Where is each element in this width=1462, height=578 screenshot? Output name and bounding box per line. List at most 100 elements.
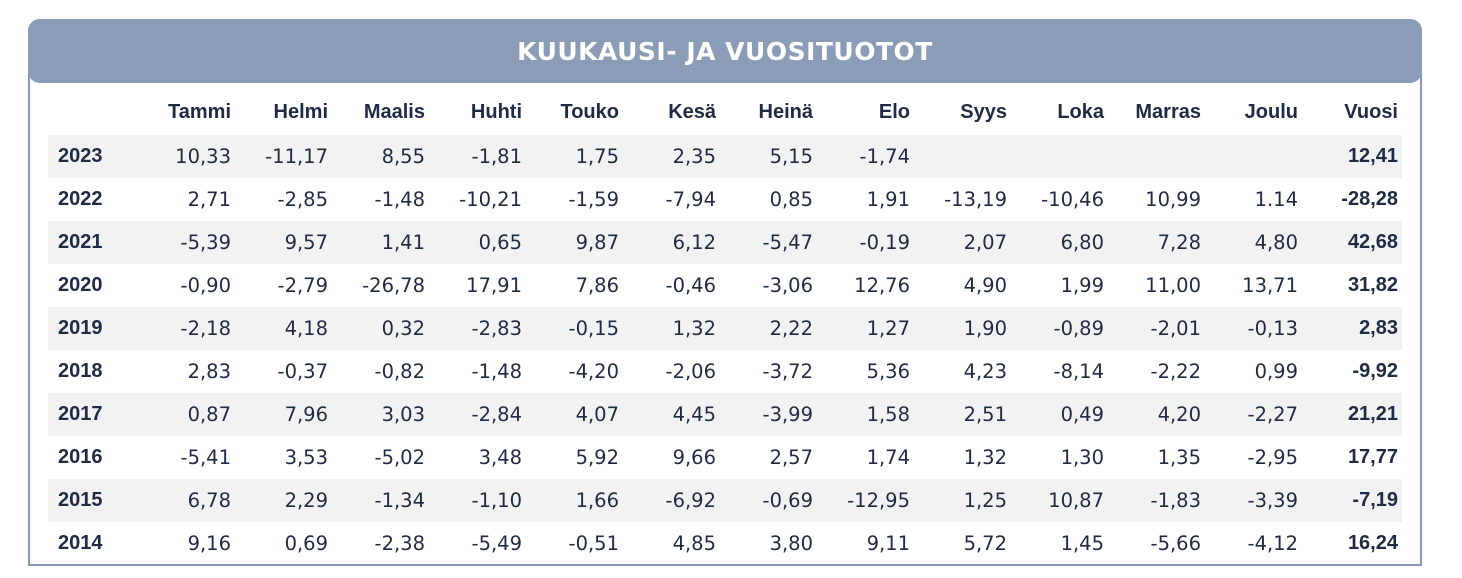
month-return-cell: 2,71 [187,188,231,211]
month-return-cell: 2,83 [187,360,231,383]
row-year: 2022 [58,188,103,210]
header-cell: Marras [1135,100,1201,123]
month-return-cell: 9,87 [528,221,625,264]
month-return-cell: 1,41 [334,221,431,264]
month-return-cell: -5,39 [140,221,237,264]
month-return-cell: -2,01 [1110,307,1207,350]
month-return-cell: -10,21 [459,188,522,211]
month-return-cell: 7,86 [575,274,619,297]
table-row: 2017 0,87 7,96 3,03 -2,84 4,07 4,45 -3,99 1,58 2,… [48,393,1402,436]
month-return-cell: -0,69 [722,479,819,522]
month-return-cell: 1,90 [916,307,1013,350]
month-return-cell: -5,41 [180,446,231,469]
month-return-cell: -8,14 [1053,360,1104,383]
month-return-cell: -2,22 [1150,360,1201,383]
header-cell: Kesä [668,100,716,123]
month-return-cell: -1,10 [431,479,528,522]
month-return-cell: 1,35 [1157,446,1201,469]
returns-panel: KUUKAUSI- JA VUOSITUOTOT Tammi Helmi Maa… [28,19,1422,566]
header-cell: Syys [960,100,1007,123]
month-return-cell: -26,78 [362,274,425,297]
table-row: 2019 -2,18 4,18 0,32 -2,83 -0,15 1,32 2,22 1,27 1… [48,307,1402,350]
month-return-cell: -3,99 [722,393,819,436]
month-return-cell: 1,27 [819,307,916,350]
month-return-cell: 10,99 [1145,188,1201,211]
table-row: 2016 -5,41 3,53 -5,02 3,48 5,92 9,66 2,57 1,74 1,… [48,436,1402,479]
month-return-cell: 1,32 [963,446,1007,469]
month-return-cell: 2,51 [916,393,1013,436]
month-return-cell: 4,20 [1110,393,1207,436]
annual-return-cell: -9,92 [1352,360,1398,382]
month-return-cell: -0,82 [374,360,425,383]
header-cell: Touko [560,100,619,123]
annual-return-cell: 42,68 [1304,221,1402,264]
month-return-cell: 5,92 [575,446,619,469]
month-return-cell: -5,47 [722,221,819,264]
month-return-cell: -0,51 [568,532,619,555]
header-year-corner [48,89,140,135]
month-return-cell: 2,07 [916,221,1013,264]
month-return-cell [1110,135,1207,178]
month-return-cell: -2,83 [431,307,528,350]
month-return-cell: -2,27 [1207,393,1304,436]
header-cell: Maalis [363,100,425,123]
month-return-cell: -2,85 [277,188,328,211]
month-return-cell: 0,32 [334,307,431,350]
month-return-cell: -1,34 [334,479,431,522]
month-return-cell: 0,87 [140,393,237,436]
month-return-cell [916,135,1013,178]
month-return-cell: 7,28 [1110,221,1207,264]
month-return-cell: -2,18 [140,307,237,350]
month-return-cell: -2,79 [277,274,328,297]
month-return-cell: -13,19 [944,188,1007,211]
month-return-cell: -5,66 [1150,532,1201,555]
month-return-cell: 4,85 [672,532,716,555]
row-year: 2021 [48,221,140,264]
row-year: 2018 [58,360,103,382]
month-return-cell: 2,22 [722,307,819,350]
month-return-cell: 5,15 [722,135,819,178]
table-row: 2014 9,16 0,69 -2,38 -5,49 -0,51 4,85 3,80 9,11 5… [48,522,1402,565]
month-return-cell: 2,35 [625,135,722,178]
month-return-cell: 3,80 [769,532,813,555]
month-return-cell: 1,99 [1060,274,1104,297]
header-cell: Helmi [273,100,328,123]
row-year: 2017 [48,393,140,436]
header-cell-annual: Vuosi [1344,100,1398,123]
table-row: 2015 6,78 2,29 -1,34 -1,10 1,66 -6,92 -0,69 -12,… [48,479,1402,522]
month-return-cell: 1,74 [866,446,910,469]
month-return-cell: -1,59 [568,188,619,211]
row-year: 2023 [48,135,140,178]
month-return-cell: -1,48 [374,188,425,211]
header-cell: Huhti [470,100,522,123]
month-return-cell: -0,90 [180,274,231,297]
month-return-cell: 17,91 [466,274,522,297]
returns-table: Tammi Helmi Maalis Huhti Touko Kesä Hein… [48,89,1402,565]
month-return-cell: 4,80 [1207,221,1304,264]
month-return-cell: -4,12 [1247,532,1298,555]
month-return-cell: 0,49 [1013,393,1110,436]
header-cell: Joulu [1244,100,1298,123]
month-return-cell: -7,94 [665,188,716,211]
month-return-cell: -2,95 [1247,446,1298,469]
month-return-cell: 6,12 [625,221,722,264]
table-row: 2021 -5,39 9,57 1,41 0,65 9,87 6,12 -5,47 -0,19 2… [48,221,1402,264]
month-return-cell: -10,46 [1041,188,1104,211]
month-return-cell: 1,45 [1060,532,1104,555]
month-return-cell: 1,32 [625,307,722,350]
month-return-cell: 1,30 [1060,446,1104,469]
annual-return-cell: -7,19 [1304,479,1402,522]
month-return-cell: 6,78 [140,479,237,522]
header-cell: Heinä [758,100,813,123]
month-return-cell: 9,57 [237,221,334,264]
month-return-cell: -0,89 [1013,307,1110,350]
annual-return-cell: 21,21 [1304,393,1402,436]
month-return-cell: -2,06 [665,360,716,383]
table-row: 2020 -0,90 -2,79 -26,78 17,91 7,86 -0,46 -3,06 1… [48,264,1402,307]
month-return-cell: 10,87 [1013,479,1110,522]
month-return-cell: -3,39 [1207,479,1304,522]
month-return-cell: 10,33 [140,135,237,178]
month-return-cell: -3,06 [762,274,813,297]
month-return-cell: 5,36 [866,360,910,383]
month-return-cell: -3,72 [762,360,813,383]
